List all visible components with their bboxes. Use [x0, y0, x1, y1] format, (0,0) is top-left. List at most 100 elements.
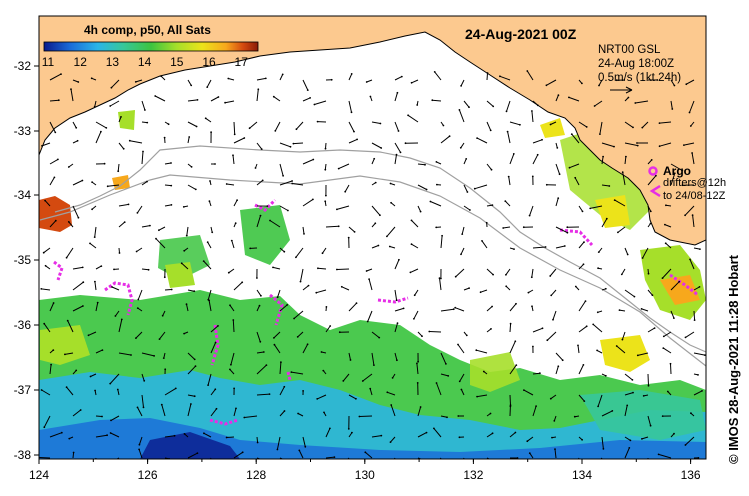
- current-arrow-head: [322, 369, 325, 372]
- current-arrow: [273, 344, 281, 354]
- current-arrow-head: [419, 210, 422, 213]
- current-arrow-head: [134, 81, 137, 83]
- current-arrow-head: [573, 415, 576, 418]
- current-arrow: [256, 142, 263, 150]
- current-arrow: [111, 79, 120, 89]
- current-arrow-head: [190, 403, 192, 405]
- current-arrow-head: [283, 410, 286, 412]
- current-arrow-head: [574, 464, 576, 466]
- current-arrow-head: [636, 354, 639, 357]
- current-arrow-head: [304, 445, 307, 448]
- current-arrow: [624, 405, 628, 417]
- current-arrow: [394, 92, 398, 102]
- current-arrow-head: [330, 78, 333, 81]
- current-arrow-head: [512, 153, 515, 155]
- current-arrow-head: [259, 214, 262, 217]
- current-arrow-head: [230, 363, 232, 366]
- current-arrow: [509, 323, 512, 333]
- current-arrow: [210, 226, 213, 233]
- current-arrow-head: [684, 336, 687, 339]
- current-arrow-head: [378, 336, 381, 339]
- current-arrow-head: [170, 204, 173, 206]
- current-arrow-head: [435, 161, 438, 163]
- current-arrow-head: [435, 382, 438, 384]
- current-arrow-head: [323, 411, 325, 414]
- current-arrow-head: [144, 109, 146, 111]
- current-arrow: [336, 268, 350, 270]
- current-arrow-head: [373, 157, 376, 160]
- current-arrow: [70, 89, 74, 102]
- current-arrow-head: [419, 406, 422, 408]
- current-arrow: [324, 163, 327, 170]
- current-arrow: [41, 389, 51, 396]
- y-tick-label: -37: [14, 383, 32, 397]
- current-arrow-head: [202, 260, 205, 262]
- current-arrow-head: [260, 294, 262, 297]
- current-arrow: [94, 281, 97, 291]
- x-tick-label: 134: [572, 468, 592, 482]
- current-arrow-head: [574, 285, 577, 288]
- current-arrow-head: [544, 246, 547, 248]
- current-arrow: [302, 159, 314, 165]
- current-arrow-head: [158, 229, 160, 232]
- current-arrow: [459, 373, 465, 382]
- current-arrow: [43, 247, 51, 254]
- current-arrow-head: [506, 130, 509, 133]
- current-arrow-head: [515, 364, 518, 366]
- current-arrow-head: [96, 301, 99, 304]
- current-arrow: [601, 142, 615, 148]
- current-arrow: [158, 226, 166, 231]
- current-arrow-head: [292, 142, 295, 145]
- current-arrow: [341, 286, 350, 291]
- current-arrow-head: [298, 449, 301, 452]
- current-arrow: [460, 142, 465, 149]
- current-arrow-head: [258, 304, 261, 307]
- current-arrow: [486, 268, 494, 275]
- current-arrow-head: [248, 127, 251, 130]
- current-arrow-head: [685, 83, 688, 86]
- current-arrow: [554, 449, 557, 459]
- current-arrow-head: [68, 437, 71, 440]
- current-arrow: [647, 289, 653, 296]
- current-arrow: [367, 310, 373, 322]
- current-arrow: [555, 198, 559, 207]
- current-arrow-head: [632, 391, 634, 394]
- current-arrow: [670, 100, 673, 110]
- current-arrow: [592, 324, 603, 333]
- current-arrow-head: [568, 96, 570, 99]
- current-arrow: [141, 394, 144, 408]
- current-arrow: [137, 407, 143, 417]
- current-arrow-head: [526, 70, 529, 72]
- current-arrow: [348, 121, 355, 132]
- current-arrow: [641, 121, 649, 128]
- current-arrow: [416, 363, 419, 375]
- current-arrow-head: [306, 343, 309, 346]
- current-arrow-head: [261, 179, 264, 182]
- current-arrow: [256, 393, 270, 396]
- current-arrow: [531, 110, 534, 123]
- current-arrow-head: [167, 123, 170, 126]
- current-arrow: [550, 289, 557, 296]
- current-arrow-head: [317, 267, 319, 270]
- current-arrow: [141, 181, 148, 186]
- current-arrow-head: [337, 167, 340, 170]
- current-arrow-head: [40, 389, 43, 391]
- current-arrow: [624, 247, 629, 255]
- current-arrow: [72, 281, 84, 291]
- current-arrow-head: [347, 428, 350, 430]
- current-arrow: [348, 100, 352, 113]
- current-arrow-head: [180, 262, 183, 265]
- current-arrow: [624, 142, 638, 147]
- current-arrow-head: [230, 239, 233, 242]
- current-arrow: [532, 139, 543, 144]
- current-arrow-head: [329, 427, 331, 430]
- current-arrow-head: [111, 286, 113, 288]
- current-arrow-head: [297, 412, 299, 415]
- current-arrow: [117, 163, 120, 172]
- current-arrow-head: [664, 223, 666, 226]
- current-arrow-head: [64, 353, 66, 356]
- current-arrow-head: [312, 158, 315, 161]
- current-arrow: [187, 352, 196, 360]
- current-arrow-head: [154, 95, 157, 97]
- current-arrow-head: [42, 251, 45, 254]
